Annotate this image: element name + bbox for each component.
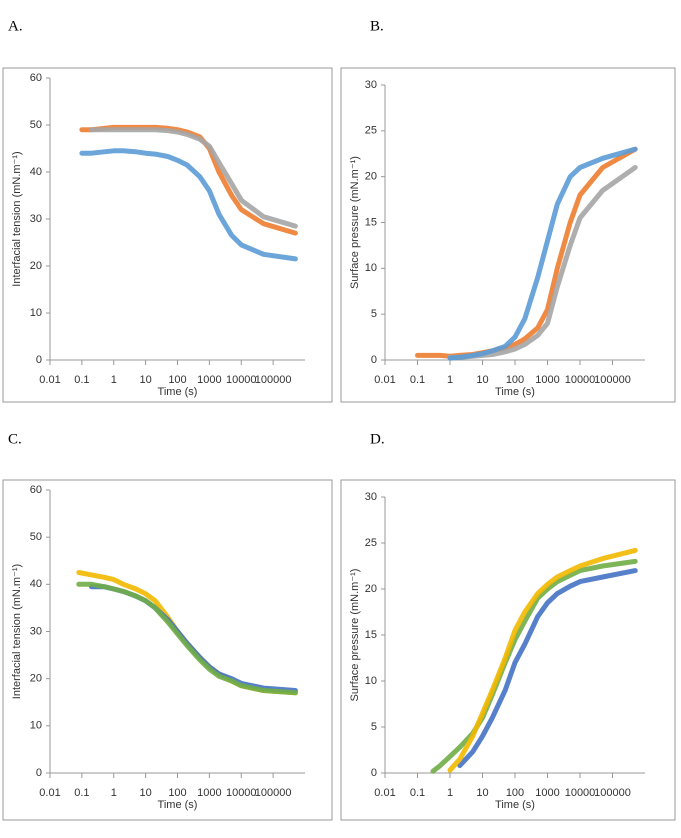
- y-tick-label: 20: [30, 260, 42, 272]
- y-tick-label: 30: [365, 491, 377, 503]
- x-tick-label: 10: [140, 374, 152, 386]
- x-axis-title: Time (s): [158, 799, 198, 811]
- x-tick-label: 1000: [535, 374, 559, 386]
- y-tick-label: 60: [30, 484, 42, 496]
- data-line: [430, 558, 638, 774]
- x-tick-label: 10000: [565, 787, 596, 799]
- y-tick-label: 5: [371, 308, 377, 320]
- data-line: [89, 127, 298, 229]
- panel-label: C.: [8, 431, 22, 447]
- data-line: [89, 584, 298, 693]
- x-axis-title: Time (s): [495, 799, 535, 811]
- x-tick-label: 10: [140, 787, 152, 799]
- x-axis-title: Time (s): [495, 386, 535, 398]
- x-tick-label: 10000: [565, 374, 596, 386]
- x-tick-label: 1000: [535, 787, 559, 799]
- panel-frame: [340, 67, 676, 403]
- x-axis-title: Time (s): [158, 386, 198, 398]
- x-tick-label: 100: [168, 787, 186, 799]
- data-line: [447, 146, 638, 361]
- x-tick-label: 0.1: [410, 374, 425, 386]
- y-tick-label: 40: [30, 578, 42, 590]
- y-tick-label: 0: [371, 767, 377, 779]
- y-tick-label: 10: [30, 307, 42, 319]
- x-tick-label: 0.01: [374, 787, 395, 799]
- y-tick-label: 20: [365, 171, 377, 183]
- y-tick-label: 50: [30, 119, 42, 131]
- x-tick-label: 0.01: [374, 374, 395, 386]
- x-tick-label: 0.1: [74, 374, 89, 386]
- data-line: [76, 581, 298, 696]
- y-axis-title: Interfacial tension (mN.m⁻¹): [11, 564, 23, 699]
- y-tick-label: 10: [365, 262, 377, 274]
- panel-label: B.: [370, 18, 384, 34]
- y-tick-label: 10: [30, 720, 42, 732]
- panel-frame: [2, 479, 333, 821]
- y-tick-label: 30: [30, 625, 42, 637]
- y-tick-label: 20: [365, 583, 377, 595]
- data-line: [79, 148, 298, 262]
- y-tick-label: 15: [365, 629, 377, 641]
- x-tick-label: 10: [476, 374, 488, 386]
- x-tick-label: 0.1: [410, 787, 425, 799]
- data-line: [415, 146, 638, 359]
- x-tick-label: 0.01: [39, 787, 60, 799]
- x-tick-label: 100: [168, 374, 186, 386]
- x-tick-label: 10: [476, 787, 488, 799]
- x-tick-label: 1: [111, 787, 117, 799]
- x-tick-label: 100000: [594, 374, 631, 386]
- x-tick-label: 10000: [226, 787, 257, 799]
- x-tick-label: 100000: [255, 787, 292, 799]
- x-tick-label: 1: [447, 787, 453, 799]
- x-tick-label: 0.01: [39, 374, 60, 386]
- y-tick-label: 0: [371, 354, 377, 366]
- y-tick-label: 0: [36, 767, 42, 779]
- y-tick-label: 50: [30, 531, 42, 543]
- panel-label: A.: [8, 18, 23, 34]
- y-tick-label: 30: [365, 79, 377, 91]
- panel-frame: [2, 67, 333, 403]
- y-tick-label: 30: [30, 213, 42, 225]
- x-tick-label: 1000: [197, 374, 221, 386]
- y-axis-title: Interfacial tension (mN.m⁻¹): [11, 151, 23, 286]
- y-tick-label: 20: [30, 673, 42, 685]
- x-tick-label: 0.1: [74, 787, 89, 799]
- x-tick-label: 100: [506, 374, 524, 386]
- y-tick-label: 0: [36, 354, 42, 366]
- y-axis-title: Surface pressure (mN.m⁻¹): [349, 156, 361, 289]
- panel-label: D.: [370, 431, 385, 447]
- panel-frame: [340, 479, 676, 821]
- y-tick-label: 10: [365, 675, 377, 687]
- y-axis-title: Surface pressure (mN.m⁻¹): [349, 569, 361, 702]
- x-tick-label: 10000: [226, 374, 257, 386]
- x-tick-label: 100000: [255, 374, 292, 386]
- x-tick-label: 1: [111, 374, 117, 386]
- y-tick-label: 25: [365, 125, 377, 137]
- y-tick-label: 60: [30, 72, 42, 84]
- y-tick-label: 25: [365, 537, 377, 549]
- x-tick-label: 100000: [594, 787, 631, 799]
- y-tick-label: 5: [371, 721, 377, 733]
- y-tick-label: 15: [365, 216, 377, 228]
- data-line: [457, 568, 638, 769]
- x-tick-label: 1000: [197, 787, 221, 799]
- x-tick-label: 100: [506, 787, 524, 799]
- data-line: [447, 547, 638, 773]
- x-tick-label: 1: [447, 374, 453, 386]
- y-tick-label: 40: [30, 166, 42, 178]
